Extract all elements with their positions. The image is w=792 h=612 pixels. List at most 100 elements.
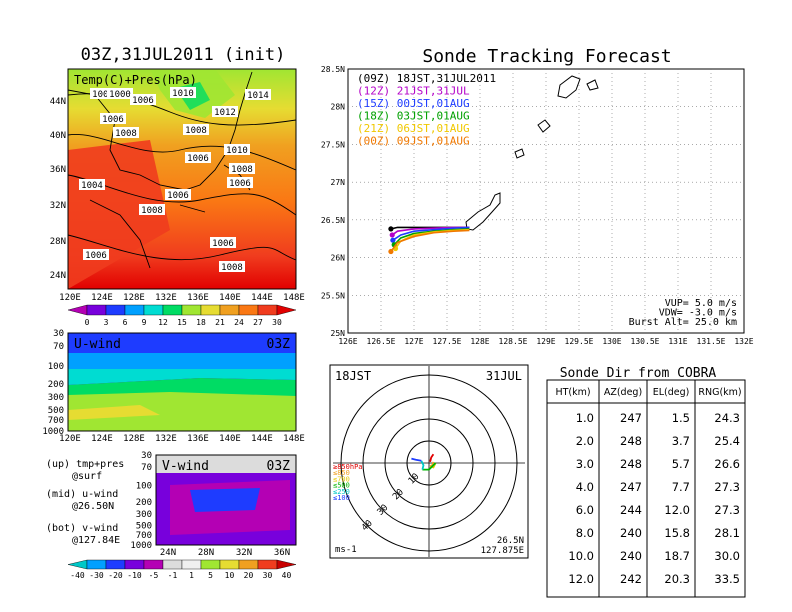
pressure-tick-label: 100: [48, 362, 64, 372]
table-cell: 1.5: [672, 411, 690, 425]
colorbar-label: -40: [70, 571, 85, 580]
pressure-label-bg: [79, 179, 105, 190]
colorbar-cell: [200, 304, 221, 316]
legend-entry: (00Z) 09JST,01AUG: [357, 135, 470, 148]
table-cell: 247: [620, 480, 642, 494]
lon-tick-label: 129E: [536, 337, 555, 346]
pressure-tick-label: 30: [53, 329, 64, 339]
colorbar-cell: [181, 304, 202, 316]
isobar: [67, 133, 297, 171]
pressure-label: 1008: [141, 206, 163, 216]
sonde-tracks: [388, 226, 470, 255]
colorbar-label: 40: [282, 571, 292, 580]
forecast-lat-ticks: 28.5N 28N 27.5N 27N 26.5N 26N 25.5N 25N: [321, 65, 345, 338]
sonde-table: HT(km) AZ(deg) EL(deg) RNG(km) 1.0 247 1.5 24.3…: [546, 379, 746, 598]
panel-note: @surf: [72, 471, 102, 482]
table-cell: 26.6: [714, 457, 740, 471]
pressure-label-bg: [113, 127, 139, 138]
colorbar-label: 18: [196, 318, 206, 327]
island: [586, 79, 599, 91]
pressure-tick-label: 300: [48, 393, 64, 403]
colorbar-label: 3: [104, 318, 109, 327]
colorbar-cell: [257, 304, 278, 316]
lat-tick-label: 32N: [236, 548, 252, 558]
pressure-label: 1006: [187, 154, 209, 164]
table-cell: 7.7: [672, 480, 690, 494]
hodo-segment: [420, 460, 425, 470]
colorbar-cell: [276, 304, 297, 316]
lat-tick-label: 28.5N: [321, 65, 345, 74]
colorbar-label: -10: [127, 571, 142, 580]
legend-entry: (18Z) 03JST,01AUG: [357, 110, 470, 123]
legend-entry: (21Z) 06JST,01AUG: [357, 122, 470, 135]
pressure-tick-label: 200: [48, 380, 64, 390]
u-band: [68, 369, 296, 385]
panel-note: (mid) u-wind: [46, 489, 118, 500]
v-band: [156, 455, 296, 473]
lon-tick-label: 127.5E: [433, 337, 462, 346]
lon-tick-label: 124E: [91, 434, 113, 444]
colorbar-label: 10: [225, 571, 235, 580]
table-cell: 240: [620, 526, 642, 540]
pressure-label-bg: [139, 204, 165, 215]
hodo-trace: [411, 453, 437, 471]
colorbar-label: -1: [168, 571, 178, 580]
table-cell: 15.8: [664, 526, 690, 540]
pressure-label-bg: [212, 106, 238, 117]
colorbar-cell: [276, 559, 297, 570]
pressure-label: 1010: [226, 146, 248, 156]
colorbar-cell: [105, 559, 126, 570]
hodo-level: ≤700: [333, 475, 350, 483]
table-cell: 4.0: [576, 480, 594, 494]
table-frame: [546, 379, 746, 598]
table-header: EL(deg): [653, 387, 690, 398]
pressure-label-bg: [83, 249, 109, 260]
lat-tick-label: 44N: [50, 97, 66, 107]
colorbar-cell: [105, 304, 126, 316]
lat-tick-label: 36N: [50, 165, 66, 175]
table-cell: 12.0: [664, 503, 690, 517]
forecast-param: Burst Alt= 25.0 km: [629, 317, 737, 328]
pressure-tick-label: 300: [136, 510, 152, 520]
table-cell: 30.0: [714, 549, 740, 563]
colorbar-label: 6: [123, 318, 128, 327]
u-time: 03Z: [267, 337, 291, 352]
lon-tick-label: 128E: [123, 293, 145, 303]
lon-tick-label: 144E: [251, 434, 273, 444]
colorbar-cell: [257, 559, 278, 570]
lon-tick-label: 126.5E: [367, 337, 396, 346]
lon-tick-label: 140E: [219, 434, 241, 444]
panel-note: @26.50N: [72, 501, 114, 512]
colorbar-cell: [67, 304, 88, 316]
forecast-param: VDW= -3.0 m/s: [659, 308, 737, 319]
colorbar-cell: [143, 304, 164, 316]
lat-tick-label: 28N: [198, 548, 214, 558]
u-band: [68, 333, 296, 353]
pressure-label-bg: [245, 89, 271, 100]
lat-tick-label: 27N: [331, 178, 346, 187]
table-cell: 3.7: [672, 434, 690, 448]
colorbar-label: 21: [215, 318, 225, 327]
track-end-point: [390, 237, 396, 243]
pressure-label-bg: [130, 94, 156, 105]
pressure-label: 1006: [132, 96, 154, 106]
hodo-segment: [422, 462, 437, 471]
pressure-tick-label: 200: [136, 498, 152, 508]
lon-tick-label: 130.5E: [631, 337, 660, 346]
lat-tick-label: 26N: [331, 254, 346, 263]
colorbar-label: 15: [177, 318, 187, 327]
u-label: U-wind: [74, 337, 121, 352]
hodo-date: 31JUL: [486, 369, 522, 383]
table-cell: 247: [620, 411, 642, 425]
isobar: [67, 234, 297, 261]
hodo-lat: 26.5N: [497, 536, 524, 546]
table-header: RNG(km): [698, 387, 741, 398]
lat-tick-label: 25.5N: [321, 291, 345, 300]
v-time: 03Z: [267, 459, 291, 474]
table-cell: 33.5: [714, 572, 740, 586]
pressure-label-bg: [90, 88, 116, 99]
forecast-title: Sonde Tracking Forecast: [422, 46, 671, 67]
u-band: [68, 353, 296, 369]
lat-tick-label: 28N: [331, 103, 346, 112]
